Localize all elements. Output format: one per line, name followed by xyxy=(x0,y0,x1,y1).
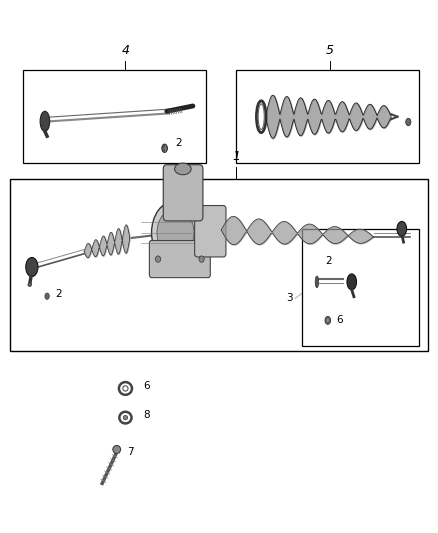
Text: 4: 4 xyxy=(121,44,129,57)
Bar xyxy=(237,70,419,163)
Text: 5: 5 xyxy=(326,44,334,57)
Ellipse shape xyxy=(40,111,49,132)
Ellipse shape xyxy=(123,386,128,391)
FancyBboxPatch shape xyxy=(149,240,210,278)
Text: 1: 1 xyxy=(233,150,240,163)
Ellipse shape xyxy=(347,274,357,290)
Text: 6: 6 xyxy=(336,316,343,325)
Ellipse shape xyxy=(315,276,319,288)
Bar xyxy=(23,70,206,163)
FancyBboxPatch shape xyxy=(194,206,226,257)
Ellipse shape xyxy=(26,257,38,277)
Ellipse shape xyxy=(113,446,120,454)
Ellipse shape xyxy=(28,282,32,286)
Text: 3: 3 xyxy=(286,293,293,303)
Ellipse shape xyxy=(175,163,191,175)
Ellipse shape xyxy=(397,221,406,236)
Ellipse shape xyxy=(123,416,127,419)
Ellipse shape xyxy=(326,319,329,322)
Text: 2: 2 xyxy=(176,138,182,148)
Text: 6: 6 xyxy=(143,381,149,391)
Ellipse shape xyxy=(162,144,167,152)
Ellipse shape xyxy=(199,256,204,262)
Ellipse shape xyxy=(157,209,194,256)
Text: 2: 2 xyxy=(55,288,62,298)
Bar xyxy=(302,229,419,346)
FancyBboxPatch shape xyxy=(163,165,203,221)
Text: 2: 2 xyxy=(325,256,332,265)
Ellipse shape xyxy=(155,256,161,262)
Ellipse shape xyxy=(152,201,199,264)
Text: 7: 7 xyxy=(127,447,134,457)
Text: 8: 8 xyxy=(143,410,149,420)
Ellipse shape xyxy=(45,293,49,300)
Ellipse shape xyxy=(406,118,411,126)
Bar xyxy=(10,179,428,351)
Ellipse shape xyxy=(325,317,331,325)
